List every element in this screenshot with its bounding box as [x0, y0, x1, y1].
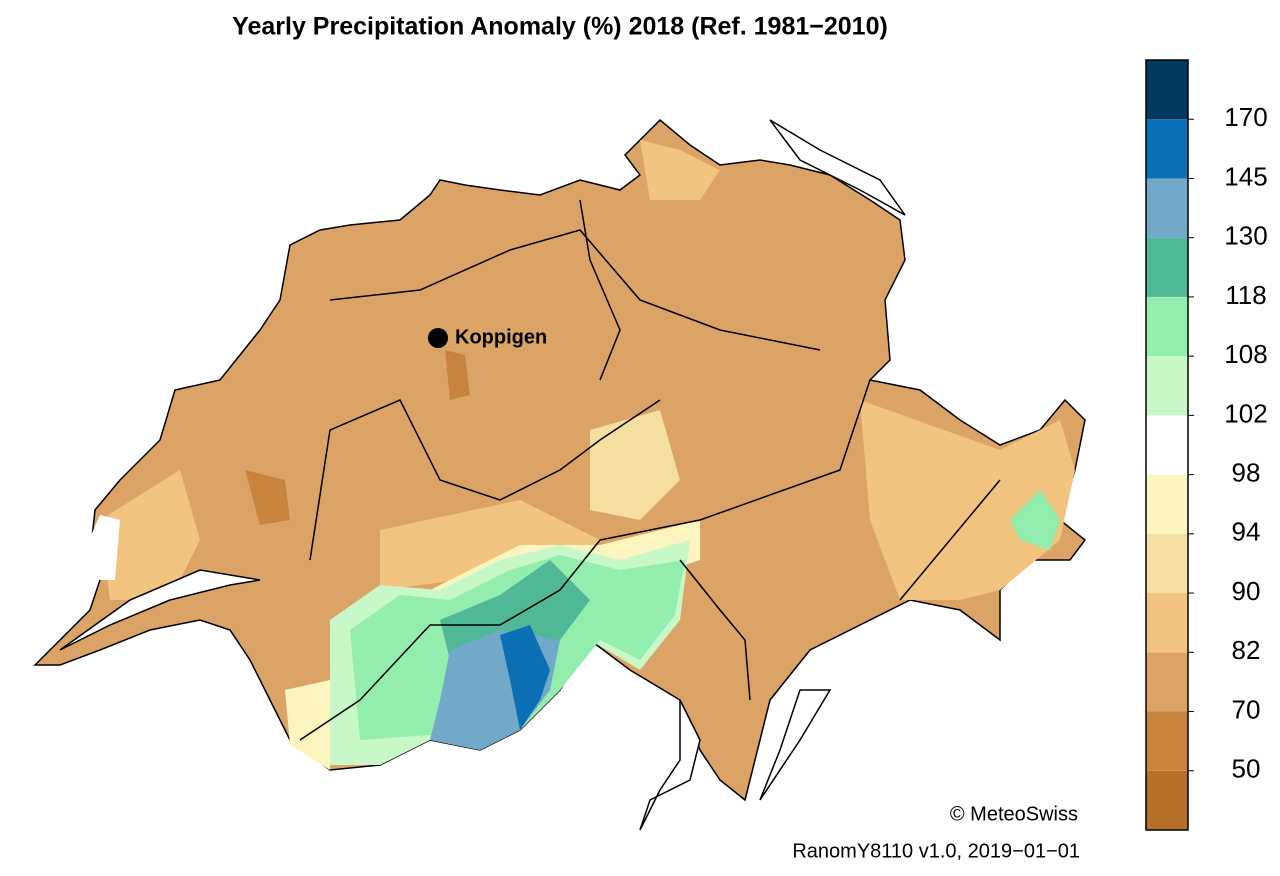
region — [860, 400, 1075, 600]
colorbar-label: 170 — [1224, 102, 1267, 132]
colorbar: 50 70 82 90 94 98 102 108 118 130 145 170 — [1145, 59, 1268, 831]
colorbar-band — [1146, 178, 1188, 238]
map-title: Yearly Precipitation Anomaly (%) 2018 (R… — [232, 13, 888, 41]
station-label: Koppigen — [455, 326, 547, 348]
canton-border — [899, 479, 1001, 601]
station-marker — [428, 328, 448, 348]
colorbar-label: 70 — [1232, 694, 1261, 724]
colorbar-frame — [1145, 59, 1189, 831]
colorbar-band — [1146, 533, 1188, 594]
canton-border — [579, 199, 621, 381]
lake — [639, 699, 701, 831]
region — [245, 470, 290, 525]
colorbar-band — [1146, 356, 1188, 416]
colorbar-band — [1146, 593, 1188, 653]
colorbar-label: 90 — [1232, 576, 1261, 606]
colorbar-label: 98 — [1232, 457, 1261, 487]
colorbar-band — [1146, 770, 1188, 830]
colorbar-band — [1146, 415, 1188, 475]
colorbar-label: 82 — [1232, 635, 1261, 665]
colorbar-band — [1146, 652, 1188, 712]
colorbar-label: 102 — [1224, 398, 1267, 428]
canton-border — [679, 559, 751, 701]
credit: © MeteoSwiss — [950, 803, 1078, 825]
colorbar-label: 130 — [1224, 221, 1267, 251]
colorbar-label: 145 — [1224, 161, 1267, 191]
colorbar-band — [1146, 296, 1188, 357]
lake — [759, 689, 832, 801]
canton-border — [299, 379, 871, 741]
lake — [769, 119, 906, 216]
region — [285, 680, 330, 770]
colorbar-label: 108 — [1224, 339, 1267, 369]
region — [100, 470, 200, 600]
colorbar-label: 50 — [1232, 754, 1261, 784]
lake — [59, 569, 261, 651]
canton-border — [309, 399, 661, 561]
colorbar-band — [1146, 711, 1188, 771]
region — [500, 625, 550, 730]
footer: RanomY8110 v1.0, 2019−01−01 — [792, 840, 1080, 862]
region — [380, 500, 600, 590]
colorbar-band — [1146, 119, 1188, 179]
map — [33, 118, 1087, 831]
region — [590, 410, 680, 520]
colorbar-band — [1146, 237, 1188, 297]
colorbar-band — [1146, 60, 1188, 120]
colorbar-band — [1146, 474, 1188, 534]
region — [80, 515, 120, 580]
canton-border — [329, 229, 821, 351]
colorbar-label: 94 — [1232, 517, 1261, 547]
colorbar-label: 118 — [1225, 280, 1266, 310]
region — [1010, 490, 1060, 550]
region — [445, 350, 470, 400]
region — [640, 140, 720, 200]
